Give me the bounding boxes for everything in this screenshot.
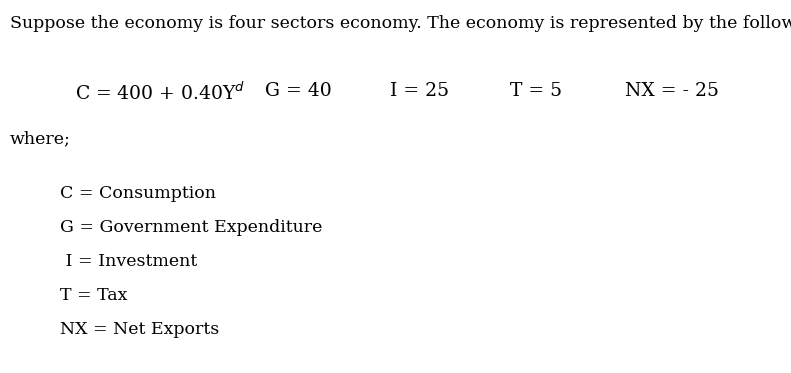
Text: NX = Net Exports: NX = Net Exports	[60, 321, 219, 338]
Text: G = 40: G = 40	[265, 82, 331, 100]
Text: Suppose the economy is four sectors economy. The economy is represented by the f: Suppose the economy is four sectors econ…	[10, 15, 791, 32]
Text: where;: where;	[10, 130, 71, 147]
Text: NX = - 25: NX = - 25	[625, 82, 719, 100]
Text: T = 5: T = 5	[510, 82, 562, 100]
Text: T = Tax: T = Tax	[60, 287, 127, 304]
Text: G = Government Expenditure: G = Government Expenditure	[60, 219, 323, 236]
Text: I = Investment: I = Investment	[60, 253, 197, 270]
Text: I = 25: I = 25	[390, 82, 449, 100]
Text: C = 400 + 0.40Y$^{d}$: C = 400 + 0.40Y$^{d}$	[75, 82, 245, 104]
Text: C = Consumption: C = Consumption	[60, 185, 216, 202]
